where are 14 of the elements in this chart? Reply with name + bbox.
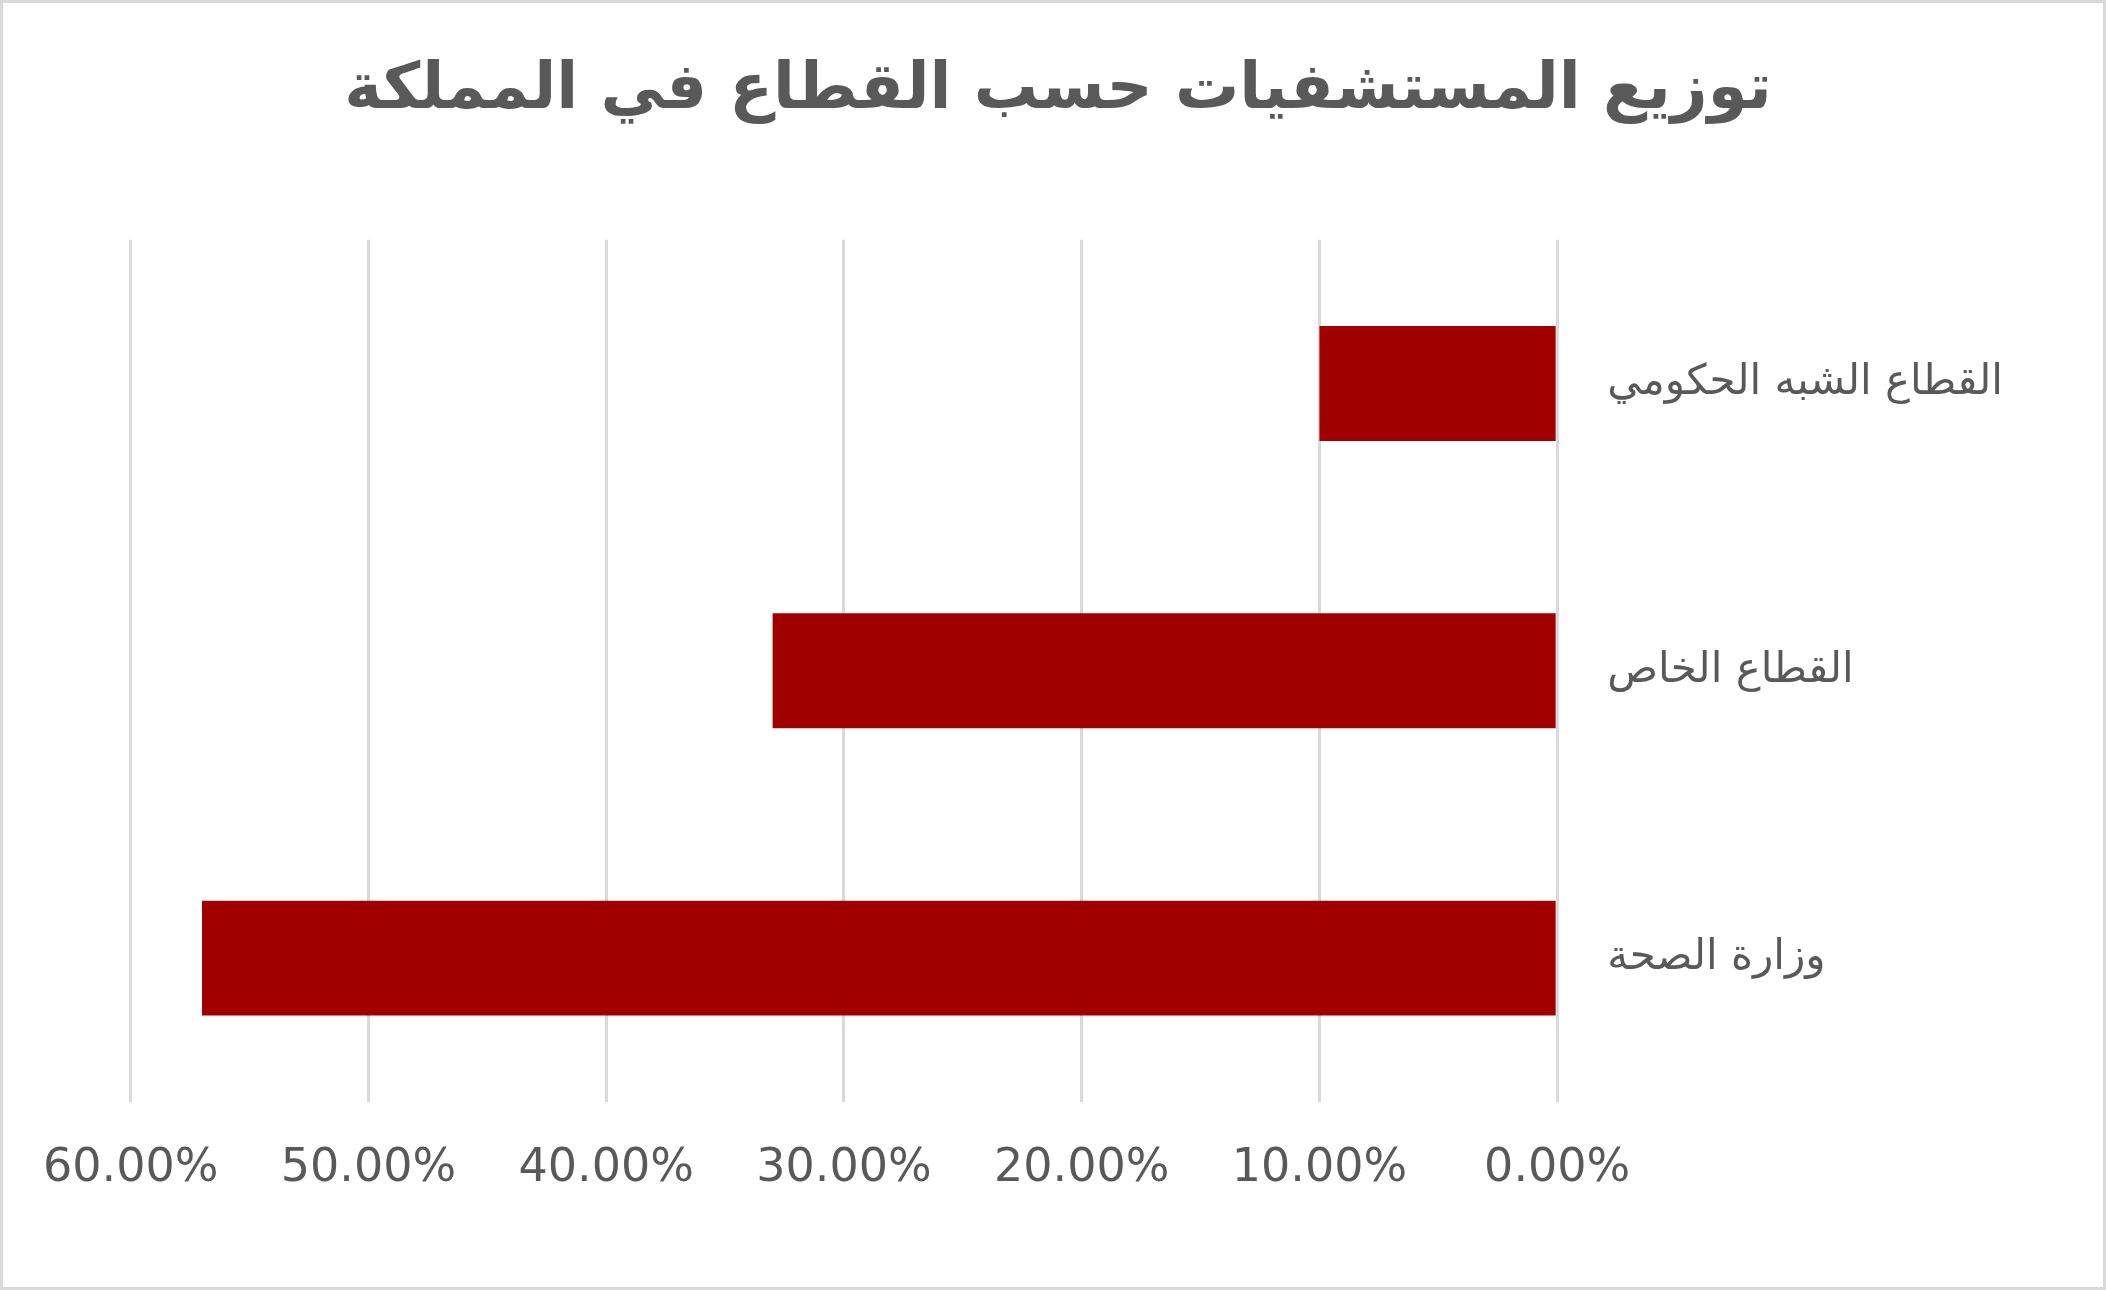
y-tick-label: القطاع الشبه الحكومي: [1607, 355, 2004, 406]
y-tick-label: القطاع الخاص: [1607, 642, 1854, 692]
x-tick-label: 50.00%: [280, 1138, 457, 1193]
chart-title: توزيع المستشفيات حسب القطاع في المملكة: [344, 49, 1772, 125]
bar: [772, 613, 1556, 729]
x-tick-label: 30.00%: [756, 1138, 932, 1193]
x-tick-label: 20.00%: [993, 1138, 1170, 1193]
bar: [1319, 326, 1556, 441]
y-tick-label: وزارة الصحة: [1607, 930, 1826, 980]
bar: [202, 900, 1556, 1016]
x-tick-label: 60.00%: [43, 1138, 219, 1193]
x-tick-label: 40.00%: [518, 1138, 694, 1193]
x-tick-label: 0.00%: [1484, 1138, 1631, 1193]
x-tick-label: 10.00%: [1231, 1138, 1408, 1193]
